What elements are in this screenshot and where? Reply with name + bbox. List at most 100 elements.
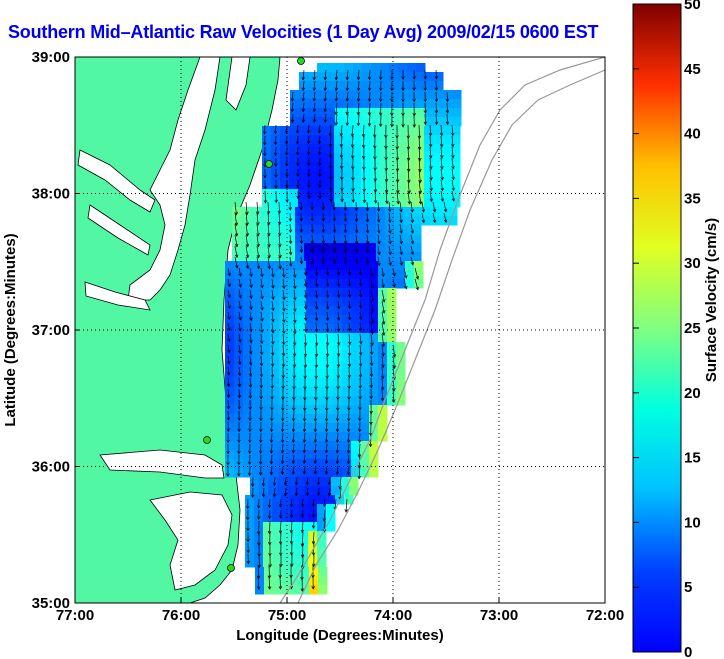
velocity-cell (270, 270, 280, 280)
velocity-cell (331, 486, 341, 496)
velocity-cell (335, 90, 345, 100)
velocity-cell (353, 72, 363, 82)
velocity-arrow (304, 344, 306, 357)
velocity-arrow-head (370, 331, 374, 335)
velocity-arrow-head (289, 529, 294, 534)
velocity-cell (325, 135, 335, 145)
velocity-arrow-head (334, 122, 338, 126)
velocity-arrow-head (340, 187, 344, 192)
velocity-cell (313, 243, 323, 253)
velocity-arrow-head (325, 364, 330, 369)
velocity-arrow (392, 278, 396, 287)
velocity-cell (351, 342, 361, 352)
velocity-arrow (421, 201, 425, 213)
velocity-cell (371, 81, 381, 91)
velocity-arrow-head (267, 504, 272, 509)
velocity-arrow (314, 465, 317, 475)
radar-site-marker[interactable] (265, 160, 273, 168)
radar-site-marker[interactable] (297, 57, 305, 65)
velocity-cell (225, 378, 235, 388)
velocity-cell (379, 180, 389, 190)
velocity-arrow (234, 256, 238, 269)
velocity-arrow (429, 135, 432, 147)
velocity-arrow-head (451, 165, 455, 170)
velocity-arrow (370, 366, 373, 377)
velocity-cell (387, 324, 397, 334)
rappahannock-river (87, 204, 151, 256)
velocity-arrow (418, 146, 421, 161)
velocity-arrow-head (278, 504, 283, 508)
velocity-cell (308, 99, 318, 109)
velocity-cell (243, 306, 253, 316)
velocity-cell (349, 477, 359, 487)
velocity-arrow-head (299, 240, 304, 245)
velocity-arrow-head (381, 321, 386, 325)
velocity-arrow-head (324, 439, 329, 443)
velocity-arrow-head (325, 283, 330, 288)
velocity-arrow-head (321, 218, 325, 222)
velocity-arrow (325, 421, 328, 432)
velocity-cell (259, 216, 269, 226)
velocity-cell (264, 567, 274, 577)
velocity-arrow-head (262, 131, 267, 135)
velocity-arrow (429, 157, 432, 170)
velocity-cell (315, 315, 325, 325)
velocity-cell (225, 468, 235, 478)
velocity-cell (425, 90, 435, 100)
velocity-cell (433, 135, 443, 145)
velocity-cell (306, 342, 316, 352)
velocity-cell (433, 198, 443, 208)
velocity-arrow-head (325, 328, 330, 333)
velocity-arrow-head (269, 471, 274, 476)
velocity-arrow (337, 278, 340, 287)
velocity-arrow-head (277, 221, 282, 226)
velocity-cell (433, 126, 443, 136)
velocity-arrow (418, 179, 421, 194)
velocity-cell (406, 162, 416, 172)
velocity-arrow-head (410, 251, 415, 255)
velocity-cell (280, 135, 290, 145)
velocity-cell (297, 261, 307, 271)
radar-site-marker[interactable] (203, 436, 211, 444)
velocity-arrow (227, 289, 231, 298)
radar-site-marker[interactable] (227, 564, 235, 572)
velocity-cell (288, 324, 298, 334)
velocity-arrow-head (246, 505, 250, 510)
velocity-arrow (301, 520, 304, 533)
velocity-cell (353, 90, 363, 100)
velocity-arrow-head (288, 263, 293, 267)
velocity-arrow (245, 212, 248, 226)
velocity-arrow (340, 135, 343, 147)
velocity-arrow-head (227, 360, 231, 365)
velocity-arrow-head (356, 122, 361, 127)
velocity-arrow-head (317, 151, 322, 156)
velocity-arrow-head (412, 76, 416, 80)
velocity-cell (282, 576, 292, 586)
velocity-cell (261, 387, 271, 397)
velocity-cell (361, 189, 371, 199)
velocity-arrow (359, 289, 362, 298)
velocity-arrow (280, 520, 282, 534)
velocity-arrow-head (429, 187, 433, 192)
velocity-cell (289, 171, 299, 181)
velocity-arrow-head (301, 119, 306, 123)
velocity-arrow-head (369, 373, 374, 378)
velocity-cell (333, 450, 343, 460)
velocity-cell (360, 297, 370, 307)
velocity-arrow (315, 333, 318, 346)
velocity-arrow-head (325, 353, 330, 358)
velocity-arrow (322, 234, 324, 244)
velocity-cell (322, 477, 332, 487)
velocity-cell (270, 459, 280, 469)
velocity-cell (272, 513, 282, 523)
velocity-arrow (370, 355, 373, 366)
velocity-cell (225, 297, 235, 307)
velocity-arrow (311, 256, 314, 264)
velocity-cell (309, 576, 319, 586)
velocity-cell (308, 117, 318, 127)
velocity-arrow-head (259, 373, 264, 378)
velocity-arrow-head (227, 349, 231, 354)
velocity-arrow-head (336, 353, 341, 357)
velocity-cell (316, 162, 326, 172)
velocity-cell (299, 531, 309, 541)
